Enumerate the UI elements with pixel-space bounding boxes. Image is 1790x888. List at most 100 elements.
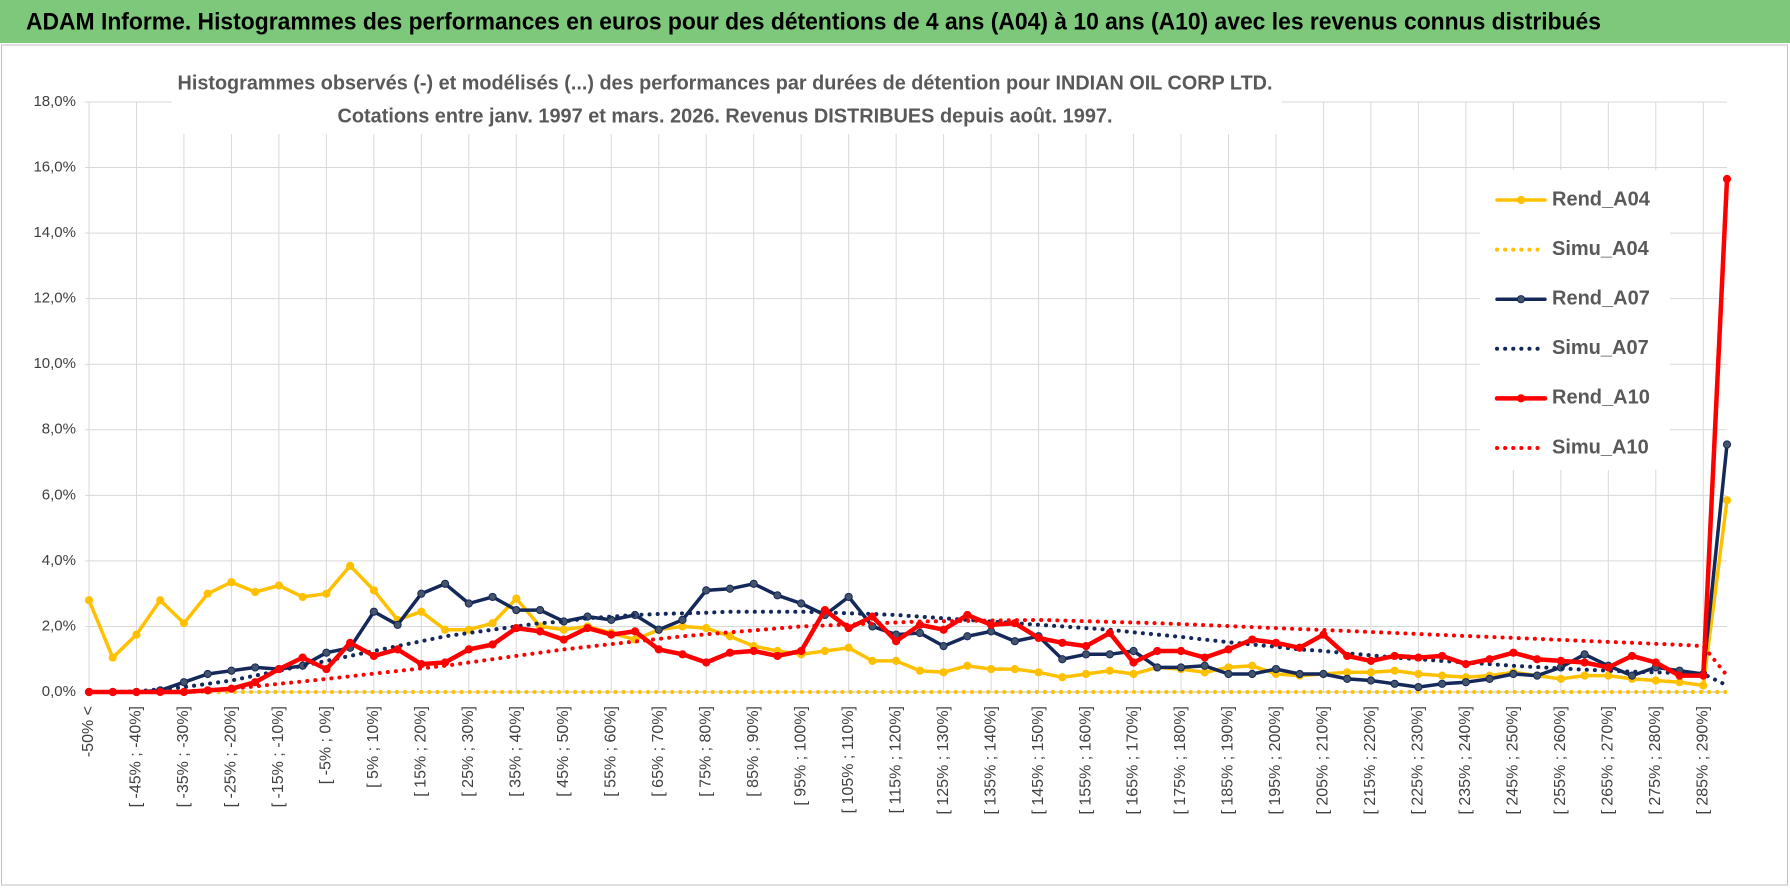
data-point xyxy=(1651,658,1660,667)
data-point xyxy=(346,561,355,570)
chart-frame xyxy=(1,44,1788,886)
x-tick-label: [ 145% ; 150%] xyxy=(1030,706,1047,815)
data-point xyxy=(915,666,924,675)
data-point xyxy=(227,578,236,587)
x-tick-label: [ 175% ; 180%] xyxy=(1172,706,1189,815)
data-point xyxy=(1722,174,1732,184)
data-point xyxy=(986,664,996,674)
legend-label: Rend_A04 xyxy=(1552,188,1651,210)
data-point xyxy=(1366,676,1376,685)
data-point xyxy=(369,586,378,595)
y-tick-label: 18,0% xyxy=(33,93,76,110)
data-point xyxy=(725,648,735,657)
data-point xyxy=(654,645,663,654)
data-point xyxy=(488,592,497,602)
data-point xyxy=(1319,669,1328,679)
simulated-line xyxy=(87,617,1729,694)
data-point xyxy=(132,630,141,639)
data-point xyxy=(1580,671,1589,680)
data-point xyxy=(440,579,450,588)
data-point xyxy=(892,656,901,665)
data-point xyxy=(1224,669,1233,679)
data-point xyxy=(1722,496,1732,505)
data-point xyxy=(1390,679,1399,688)
y-tick-label: 10,0% xyxy=(33,355,76,372)
data-point xyxy=(1532,655,1542,664)
data-point xyxy=(1675,671,1684,680)
data-point xyxy=(1414,653,1423,662)
page-title: ADAM Informe. Histogrammes des performan… xyxy=(26,8,1601,35)
data-point xyxy=(654,625,663,634)
data-point xyxy=(1366,656,1376,665)
data-point xyxy=(1248,661,1257,670)
data-point xyxy=(1414,682,1423,692)
data-point xyxy=(1580,658,1589,667)
data-point xyxy=(1081,650,1091,659)
data-point xyxy=(607,630,616,639)
x-tick-label: [ -45% ; -40%] xyxy=(128,706,145,807)
data-point xyxy=(868,612,877,621)
data-point xyxy=(1580,650,1589,659)
data-point xyxy=(678,650,687,659)
observed-line xyxy=(87,498,1729,688)
x-tick-label: [ 45% ; 50%] xyxy=(555,706,572,797)
x-tick-label: [ 65% ; 70%] xyxy=(650,706,667,797)
data-point xyxy=(298,592,307,602)
x-tick-label: [ 165% ; 170%] xyxy=(1125,706,1142,815)
data-point xyxy=(1034,633,1043,643)
y-tick-label: 8,0% xyxy=(42,421,76,438)
data-point xyxy=(1604,663,1613,672)
x-tick-label: [ 85% ; 90%] xyxy=(745,706,762,797)
data-point xyxy=(1248,635,1257,644)
data-point xyxy=(108,653,117,662)
data-point xyxy=(1485,655,1494,664)
data-point xyxy=(1627,651,1637,661)
data-point xyxy=(1129,658,1138,667)
chart-subtitle: Cotations entre janv. 1997 et mars. 2026… xyxy=(338,105,1113,127)
data-point xyxy=(1081,669,1091,679)
data-point xyxy=(1343,674,1352,683)
x-tick-label: [ 185% ; 190%] xyxy=(1220,706,1237,815)
data-point xyxy=(1390,666,1399,675)
data-point xyxy=(1105,650,1114,659)
data-point xyxy=(1200,653,1209,662)
y-tick-label: 4,0% xyxy=(42,552,76,569)
data-point xyxy=(1627,671,1637,680)
data-point xyxy=(1010,664,1019,674)
data-point xyxy=(1081,642,1091,651)
x-tick-label: [ 135% ; 140%] xyxy=(982,706,999,815)
observed-line xyxy=(86,176,1730,695)
data-point xyxy=(702,623,711,633)
data-point xyxy=(868,656,877,665)
data-point xyxy=(1390,651,1399,661)
data-point xyxy=(1224,645,1233,654)
data-point xyxy=(773,591,782,600)
data-point xyxy=(1461,678,1470,687)
data-point xyxy=(1105,628,1114,638)
legend-marker xyxy=(1516,394,1526,403)
y-tick-label: 12,0% xyxy=(33,290,76,307)
data-point xyxy=(702,586,711,595)
data-point xyxy=(1438,671,1447,680)
data-point xyxy=(1509,648,1518,657)
x-tick-label: [ 205% ; 210%] xyxy=(1315,706,1332,815)
data-point xyxy=(797,599,806,608)
data-point xyxy=(203,669,212,679)
data-point xyxy=(583,623,592,633)
x-tick-label: [ 15% ; 20%] xyxy=(413,706,430,797)
data-point xyxy=(749,646,758,656)
y-tick-label: 14,0% xyxy=(33,224,76,241)
x-tick-label: [ 105% ; 110%] xyxy=(840,706,857,813)
data-point xyxy=(559,635,568,644)
data-point xyxy=(417,660,426,669)
x-tick-label: [ -25% ; -20%] xyxy=(223,706,240,807)
data-point xyxy=(1438,651,1447,661)
data-point xyxy=(820,646,830,656)
title-background xyxy=(172,68,1282,134)
x-tick-label: [ 115% ; 120%] xyxy=(887,706,904,813)
data-point xyxy=(797,646,806,656)
data-point xyxy=(1556,674,1565,683)
data-point xyxy=(678,615,687,624)
x-tick-label: [ 125% ; 130%] xyxy=(935,706,952,815)
